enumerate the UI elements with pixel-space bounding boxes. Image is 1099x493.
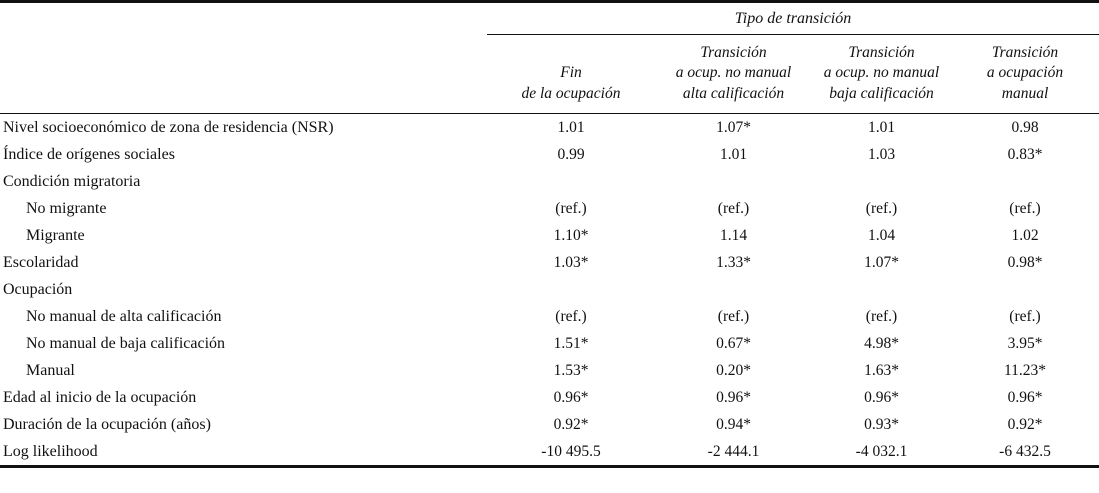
table-row-condicion-migratoria: Condición migratoria bbox=[0, 168, 1099, 195]
value-cell: 0.83* bbox=[1007, 145, 1043, 163]
row-label: Escolaridad bbox=[3, 253, 79, 271]
group-header: Tipo de transición bbox=[487, 1, 1099, 35]
value-cell: 0.96* bbox=[1007, 388, 1043, 406]
value-cell: 0.98* bbox=[1007, 253, 1043, 271]
value-cell: (ref.) bbox=[1009, 307, 1041, 325]
value-cell: 1.33* bbox=[716, 253, 751, 271]
value-cell: 1.03* bbox=[553, 253, 589, 271]
row-label-section: Ocupación bbox=[3, 280, 73, 298]
row-label: Migrante bbox=[26, 226, 85, 244]
table-body: Nivel socioeconómico de zona de residenc… bbox=[0, 114, 1099, 467]
value-cell: 0.92* bbox=[1007, 415, 1043, 433]
column-header-row: Fin de la ocupación Transición a ocup. n… bbox=[0, 34, 1099, 115]
table-row-nsr: Nivel socioeconómico de zona de residenc… bbox=[0, 114, 1099, 142]
value-cell: (ref.) bbox=[717, 307, 750, 325]
table-row-log-likelihood: Log likelihood -10 495.5 -2 444.1 -4 032… bbox=[0, 438, 1099, 467]
row-label: No manual de alta calificación bbox=[26, 307, 222, 325]
value-cell bbox=[487, 276, 655, 303]
value-cell bbox=[655, 276, 812, 303]
value-cell: 1.04 bbox=[867, 226, 896, 244]
group-header-row: Tipo de transición bbox=[0, 1, 1099, 35]
row-label: No manual de baja calificación bbox=[26, 334, 226, 352]
stub-header bbox=[0, 34, 487, 115]
value-cell: 0.98 bbox=[1011, 118, 1039, 136]
table-row-no-manual-alta: No manual de alta calificación (ref.) (r… bbox=[0, 303, 1099, 330]
value-cell: 1.01 bbox=[557, 118, 585, 136]
value-cell bbox=[812, 168, 951, 195]
value-cell: 4.98* bbox=[864, 334, 899, 352]
row-label-section: Condición migratoria bbox=[3, 172, 141, 190]
table-row-ocupacion: Ocupación bbox=[0, 276, 1099, 303]
value-cell: 0.93* bbox=[864, 415, 899, 433]
value-cell: (ref.) bbox=[555, 307, 587, 325]
value-cell: 1.01 bbox=[719, 145, 748, 163]
table-row-migrante: Migrante 1.10* 1.14 1.04 1.02 bbox=[0, 222, 1099, 249]
value-cell: 1.02 bbox=[1011, 226, 1039, 244]
value-cell: 1.01 bbox=[867, 118, 896, 136]
table-row-no-migrante: No migrante (ref.) (ref.) (ref.) (ref.) bbox=[0, 195, 1099, 222]
value-cell: 1.03 bbox=[867, 145, 896, 163]
value-cell: 0.96* bbox=[553, 388, 589, 406]
table-row-escolaridad: Escolaridad 1.03* 1.33* 1.07* 0.98* bbox=[0, 249, 1099, 276]
value-cell: 1.10* bbox=[553, 226, 589, 244]
value-cell: 11.23* bbox=[1003, 361, 1047, 379]
value-cell bbox=[951, 276, 1099, 303]
value-cell: 1.63* bbox=[864, 361, 899, 379]
row-label: Duración de la ocupación (años) bbox=[3, 415, 211, 433]
value-cell: 0.99 bbox=[557, 145, 585, 163]
value-cell: -6 432.5 bbox=[999, 442, 1051, 460]
row-label: Nivel socioeconómico de zona de residenc… bbox=[3, 118, 334, 136]
value-cell: 0.96* bbox=[716, 388, 751, 406]
value-cell: 1.07* bbox=[864, 253, 899, 271]
value-cell: 1.51* bbox=[553, 334, 589, 352]
value-cell: (ref.) bbox=[555, 199, 587, 217]
value-cell: 0.94* bbox=[716, 415, 751, 433]
value-cell bbox=[655, 168, 812, 195]
regression-results-table: Tipo de transición Fin de la ocupación T… bbox=[0, 0, 1099, 469]
value-cell: -10 495.5 bbox=[541, 442, 601, 460]
value-cell: 3.95* bbox=[1007, 334, 1043, 352]
column-header-transicion-baja: Transición a ocup. no manual baja califi… bbox=[812, 34, 951, 115]
value-cell bbox=[487, 168, 655, 195]
column-header-transicion-manual: Transición a ocupación manual bbox=[951, 34, 1099, 115]
row-label: Edad al inicio de la ocupación bbox=[3, 388, 197, 406]
value-cell: 1.14 bbox=[719, 226, 748, 244]
value-cell bbox=[951, 168, 1099, 195]
column-header-fin-ocupacion: Fin de la ocupación bbox=[487, 34, 655, 115]
row-label: Índice de orígenes sociales bbox=[3, 145, 175, 163]
column-header-transicion-alta: Transición a ocup. no manual alta califi… bbox=[655, 34, 812, 115]
table-row-edad-inicio: Edad al inicio de la ocupación 0.96* 0.9… bbox=[0, 384, 1099, 411]
value-cell: 0.96* bbox=[864, 388, 899, 406]
table-head: Tipo de transición Fin de la ocupación T… bbox=[0, 1, 1099, 115]
value-cell: 0.67* bbox=[716, 334, 751, 352]
row-label: Manual bbox=[26, 361, 75, 379]
table-row-no-manual-baja: No manual de baja calificación 1.51* 0.6… bbox=[0, 330, 1099, 357]
row-label: No migrante bbox=[26, 199, 107, 217]
row-label: Log likelihood bbox=[3, 442, 98, 460]
value-cell: 0.20* bbox=[716, 361, 751, 379]
table-row-manual: Manual 1.53* 0.20* 1.63* 11.23* bbox=[0, 357, 1099, 384]
table-row-indice-origenes: Índice de orígenes sociales 0.99 1.01 1.… bbox=[0, 141, 1099, 168]
value-cell: -4 032.1 bbox=[855, 442, 908, 460]
value-cell: 1.53* bbox=[553, 361, 589, 379]
value-cell: 1.07* bbox=[716, 118, 751, 136]
value-cell: (ref.) bbox=[717, 199, 750, 217]
table-row-duracion: Duración de la ocupación (años) 0.92* 0.… bbox=[0, 411, 1099, 438]
value-cell: 0.92* bbox=[553, 415, 589, 433]
value-cell: (ref.) bbox=[865, 199, 898, 217]
value-cell: (ref.) bbox=[865, 307, 898, 325]
value-cell: (ref.) bbox=[1009, 199, 1041, 217]
stub-header-blank bbox=[0, 2, 487, 35]
value-cell bbox=[812, 276, 951, 303]
value-cell: -2 444.1 bbox=[707, 442, 760, 460]
